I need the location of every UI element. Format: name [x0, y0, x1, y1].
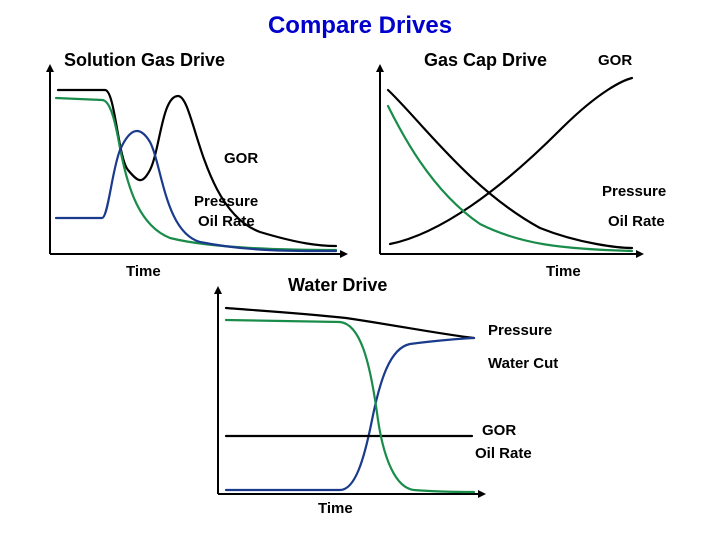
- plot-canvas: [0, 0, 720, 540]
